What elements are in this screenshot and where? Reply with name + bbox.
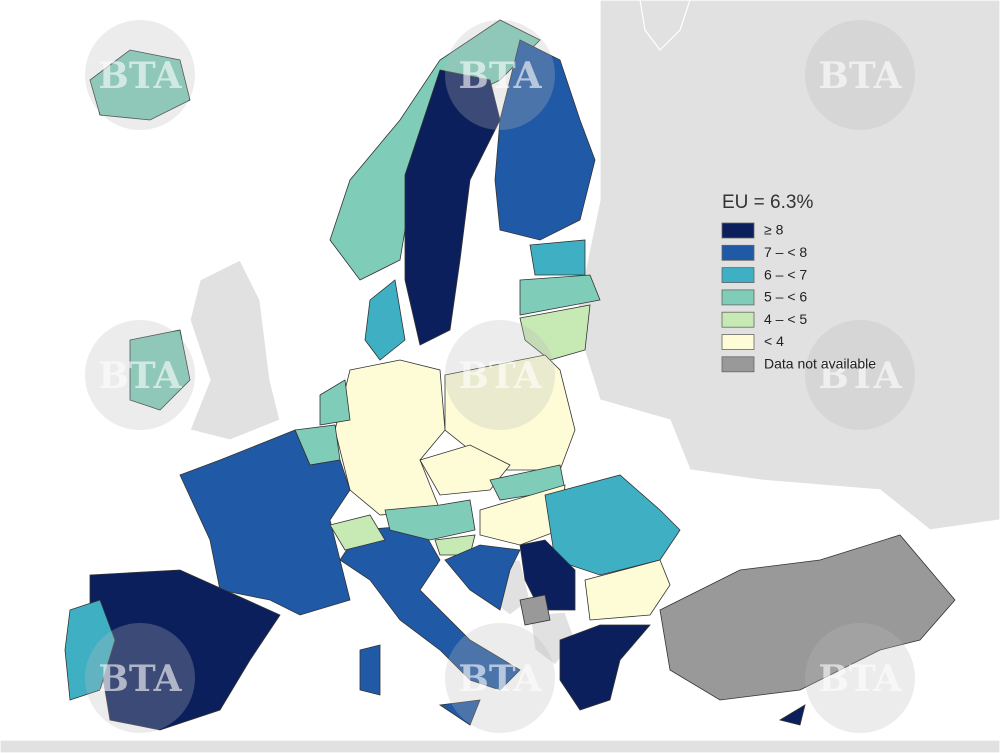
watermark-text: BTA (98, 658, 182, 700)
country (64, 599, 116, 701)
watermark-circle (85, 320, 195, 430)
country (519, 274, 601, 316)
legend-label: Data not available (764, 356, 876, 372)
country (359, 644, 381, 696)
country (364, 279, 406, 361)
country (329, 514, 386, 551)
watermark-text: BTA (458, 55, 542, 97)
country (778, 704, 806, 726)
country (519, 594, 551, 626)
country (129, 329, 191, 411)
watermark-circle (445, 623, 555, 733)
legend-swatch (721, 244, 755, 261)
legend-swatch (721, 311, 755, 328)
country (319, 379, 351, 426)
country (659, 534, 956, 701)
legend-swatch (721, 334, 755, 350)
legend-swatch (721, 356, 755, 373)
watermarks: BTA BTA BTA BTA BTA BTA BTA BTA BTA (85, 20, 915, 733)
country (438, 699, 481, 726)
legend-swatch (721, 222, 755, 239)
watermark-text: BTA (818, 355, 902, 397)
watermark-circle (445, 320, 555, 430)
watermark-circle (805, 20, 915, 130)
country (384, 499, 476, 541)
watermark-circle (805, 320, 915, 430)
legend-swatch (721, 289, 755, 306)
country (559, 624, 651, 711)
watermark-text: BTA (98, 355, 182, 397)
watermark-text: BTA (98, 55, 182, 97)
watermark-circle (85, 623, 195, 733)
country (494, 39, 596, 241)
legend-label: 5 – < 6 (764, 289, 807, 305)
legend-label: ≥ 8 (764, 222, 784, 238)
watermark-circle (445, 20, 555, 130)
country (334, 359, 446, 516)
watermark-text: BTA (458, 658, 542, 700)
legend-title: EU = 6.3% (722, 192, 813, 213)
country (519, 539, 576, 611)
country (444, 544, 521, 611)
country (584, 559, 671, 621)
watermark-text: BTA (818, 55, 902, 97)
legend-label: 4 – < 5 (764, 311, 807, 327)
legend: EU = 6.3% ≥ 8 7 – < 8 6 – < 7 5 – < 6 4 – < … (721, 192, 876, 373)
legend-swatch (721, 267, 755, 284)
legend-label: < 4 (764, 333, 784, 349)
country (404, 69, 501, 346)
countries (64, 19, 956, 731)
watermark-circle (805, 623, 915, 733)
country (89, 49, 191, 121)
legend-label: 6 – < 7 (764, 266, 807, 282)
watermark-text: BTA (818, 658, 902, 700)
legend-label: 7 – < 8 (764, 244, 807, 260)
country (519, 304, 591, 361)
country (529, 239, 586, 276)
country (479, 484, 566, 546)
watermark-text: BTA (458, 355, 542, 397)
watermark-circle (85, 20, 195, 130)
